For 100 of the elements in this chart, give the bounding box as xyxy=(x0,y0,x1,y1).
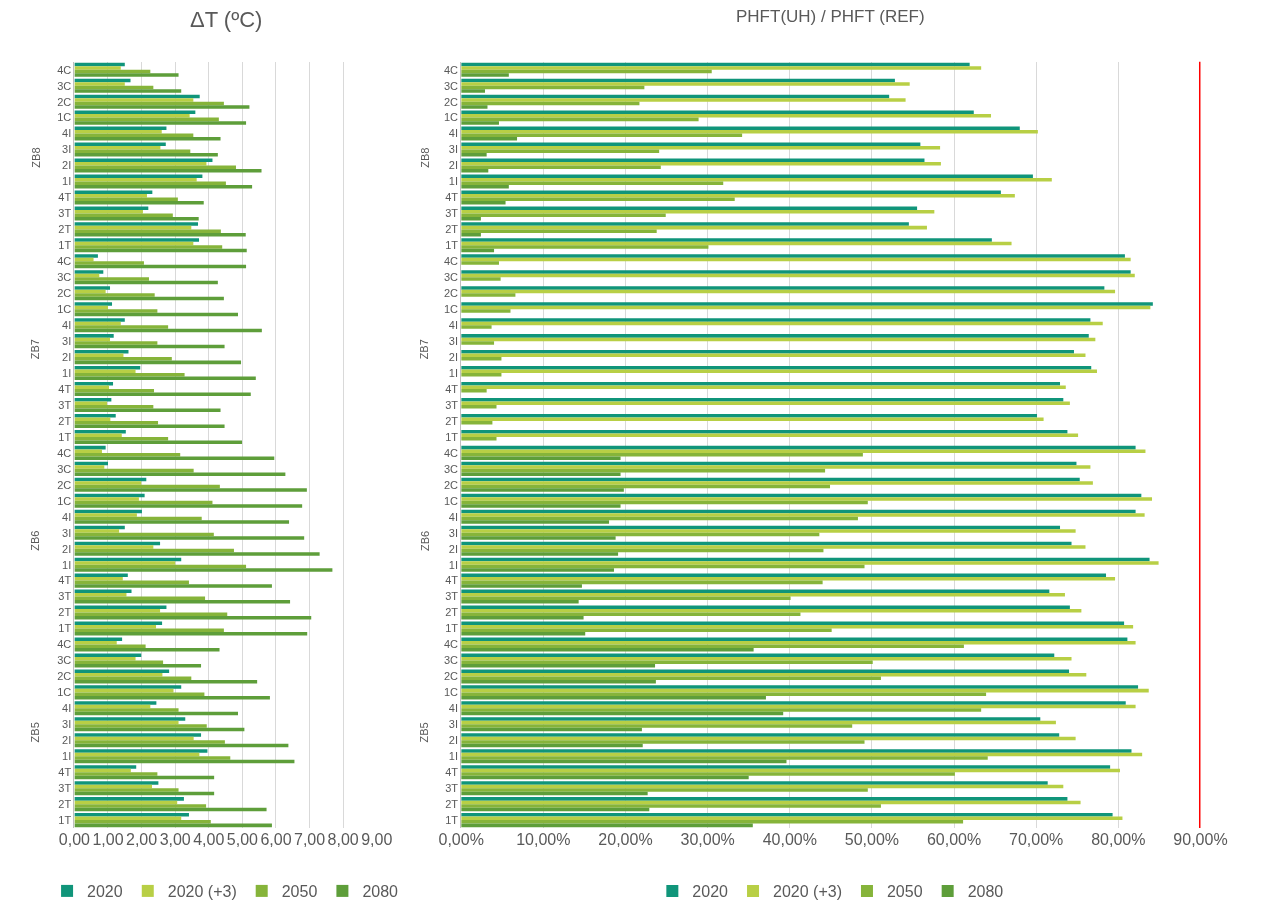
x-tick-label: 7,00 xyxy=(293,831,326,849)
bar xyxy=(461,350,1074,354)
y-tick-label: 4I xyxy=(62,127,72,140)
bar xyxy=(74,465,105,469)
x-tick-label: 70,00% xyxy=(1009,831,1064,849)
bar xyxy=(74,389,155,393)
bar xyxy=(74,366,141,370)
text: ZB5 xyxy=(417,722,430,743)
bar xyxy=(74,708,179,712)
bar xyxy=(461,325,492,329)
bar xyxy=(74,401,107,405)
bar xyxy=(461,488,624,492)
bar xyxy=(461,417,1044,421)
bar xyxy=(74,717,186,721)
bar xyxy=(74,153,218,157)
text: ZB8 xyxy=(418,147,431,168)
bar xyxy=(74,561,176,565)
x-tick-label: 6,00 xyxy=(260,831,292,849)
bar xyxy=(74,286,111,290)
y-tick-label: 4T xyxy=(445,766,459,779)
bar xyxy=(461,82,910,86)
bar xyxy=(74,114,190,118)
bar xyxy=(461,158,925,162)
bar xyxy=(74,616,312,620)
y-tick-label: 4T xyxy=(445,574,459,587)
bar xyxy=(461,740,865,744)
bar xyxy=(74,449,102,453)
y-tick-label: 4T xyxy=(58,191,72,204)
bar xyxy=(461,373,502,377)
y-tick-label: 3I xyxy=(62,143,72,156)
bar xyxy=(74,701,157,705)
text: ZB5 xyxy=(28,722,41,743)
legend-label: 2050 xyxy=(886,883,923,901)
y-tick-label: 4C xyxy=(443,63,459,76)
bar xyxy=(461,600,579,604)
bar xyxy=(461,190,1001,194)
chart-title: ΔT (ºC) xyxy=(190,7,263,32)
bar xyxy=(74,740,225,744)
y-tick-label: 2C xyxy=(443,287,459,300)
bar xyxy=(74,653,142,657)
bar xyxy=(461,121,499,125)
y-tick-label: 4C xyxy=(57,255,72,268)
y-tick-label: 1I xyxy=(448,750,458,763)
bar xyxy=(74,197,178,201)
y-tick-label: 1T xyxy=(58,622,72,635)
y-tick-label: 2I xyxy=(448,350,458,363)
bar xyxy=(74,820,211,824)
bar xyxy=(461,497,1153,501)
bar xyxy=(461,286,1105,290)
y-tick-label: 2T xyxy=(58,606,72,619)
x-tick-label: 0,00% xyxy=(438,831,484,849)
bar xyxy=(461,749,1132,753)
bar xyxy=(74,513,137,517)
y-tick-label: 4C xyxy=(443,638,459,651)
x-tick-label: 8,00 xyxy=(327,831,359,849)
y-tick-label: 2T xyxy=(58,223,72,236)
bar xyxy=(461,382,1061,386)
y-tick-label: 2I xyxy=(62,159,72,172)
bar xyxy=(74,797,184,801)
y-tick-label: 3T xyxy=(58,398,72,411)
bar xyxy=(74,254,98,258)
bar xyxy=(461,465,1091,469)
y-tick-label: 1T xyxy=(445,239,459,252)
bar xyxy=(74,146,161,150)
y-tick-label: 1T xyxy=(58,239,72,252)
bar xyxy=(461,701,1126,705)
y-tick-label: 2C xyxy=(57,478,72,491)
bar xyxy=(461,309,511,313)
bar xyxy=(74,66,121,70)
bar xyxy=(461,66,982,70)
y-tick-label: 3C xyxy=(443,79,459,92)
bar xyxy=(461,504,621,508)
y-tick-label: 2C xyxy=(57,670,72,683)
bar xyxy=(461,733,1060,737)
y-tick-label: 4T xyxy=(58,574,72,587)
bar xyxy=(461,89,486,93)
bar xyxy=(461,153,487,157)
y-tick-label: 2I xyxy=(62,734,72,747)
y-tick-label: 2I xyxy=(448,542,458,555)
y-tick-label: 1C xyxy=(443,303,459,316)
bar xyxy=(74,350,129,354)
bar xyxy=(461,685,1139,689)
bar xyxy=(74,685,182,689)
text: ZB6 xyxy=(418,530,431,551)
bar xyxy=(74,405,154,409)
bar xyxy=(461,781,1048,785)
bar xyxy=(74,772,158,776)
bar xyxy=(74,270,104,274)
bar xyxy=(461,648,754,652)
bar xyxy=(461,765,1111,769)
y-tick-label: 4I xyxy=(62,510,72,523)
text: ZB6 xyxy=(29,530,42,551)
bar xyxy=(461,676,881,680)
y-tick-label: 4T xyxy=(58,382,72,395)
bar xyxy=(461,669,1070,673)
bar xyxy=(74,676,192,680)
y-tick-label: 3I xyxy=(62,526,72,539)
bar xyxy=(74,520,290,524)
y-tick-label: 4I xyxy=(448,510,458,523)
legend-label: 2020 xyxy=(87,883,123,901)
